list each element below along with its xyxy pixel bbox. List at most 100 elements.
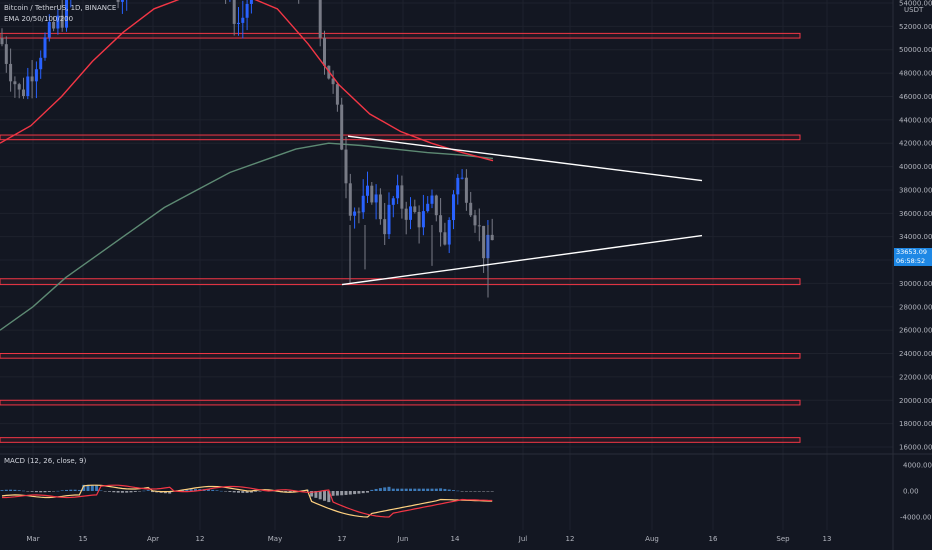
macd-histogram-bar — [22, 490, 25, 492]
currency-label: USDT — [904, 6, 924, 14]
candle-body — [396, 185, 400, 199]
price-axis[interactable]: 54000.00 52000.00 50000.00 48000.00 46000.00… — [899, 0, 932, 452]
macd-histogram-bar — [353, 491, 357, 495]
macd-histogram-bar — [219, 490, 223, 492]
macd-histogram-bar — [4, 489, 8, 491]
candle-body — [56, 15, 60, 29]
macd-histogram-bar — [400, 488, 404, 491]
price-tick-label: 34000.00 — [899, 233, 932, 241]
candle-body — [353, 211, 357, 216]
macd-histogram-bar — [310, 491, 314, 497]
macd-histogram-bar — [129, 491, 133, 493]
price-tick-label: 46000.00 — [899, 93, 932, 101]
candle-body — [22, 89, 25, 97]
candle-body — [469, 202, 473, 216]
candle-body — [340, 104, 344, 150]
candle-body — [417, 211, 421, 228]
candle-body — [404, 208, 408, 220]
price-tick-label: 22000.00 — [899, 373, 932, 381]
candle-body — [370, 185, 374, 203]
time-tick-label: Aug — [645, 535, 659, 543]
macd-histogram-bar — [194, 489, 197, 491]
candle-body — [344, 149, 348, 184]
macd-histogram-bar — [323, 491, 326, 501]
candle-body — [361, 195, 365, 213]
time-tick-label: Jun — [397, 535, 409, 543]
candle-body — [34, 69, 38, 82]
macd-histogram-bar — [486, 491, 490, 492]
macd-histogram-bar — [335, 491, 339, 496]
candle-body — [430, 195, 434, 204]
candle-body — [47, 21, 51, 38]
candle-body — [439, 215, 443, 233]
macd-histogram-bar — [77, 489, 81, 491]
candle-body — [237, 22, 240, 24]
candle-body — [4, 44, 8, 64]
price-tick-label: 42000.00 — [899, 140, 932, 148]
macd-histogram-bar — [361, 491, 365, 494]
macd-histogram-bar — [82, 484, 86, 491]
indicator-label[interactable]: EMA 20/50/100/200 — [4, 15, 74, 23]
macd-histogram-bar — [112, 491, 116, 493]
macd-axis[interactable]: 4000.00 0.00 -4000.00 — [900, 462, 932, 522]
macd-histogram-bar — [206, 489, 210, 491]
macd-histogram-bar — [464, 491, 468, 492]
macd-histogram-bar — [95, 485, 99, 491]
macd-histogram-bar — [391, 488, 395, 491]
macd-histogram-bar — [366, 491, 369, 493]
macd-histogram-bar — [482, 491, 486, 492]
time-axis[interactable]: Mar 15 Apr 12 May 17 Jun 14 Jul 12 Aug 16 Sep 13 — [26, 535, 831, 543]
macd-histogram-bar — [146, 490, 150, 491]
candle-body — [426, 203, 430, 212]
time-tick-label: 17 — [338, 535, 347, 543]
candle-body — [477, 225, 481, 227]
price-tick-label: 50000.00 — [899, 46, 932, 54]
macd-histogram-bar — [34, 491, 38, 493]
macd-histogram-bar — [224, 491, 228, 492]
time-tick-label: 15 — [79, 535, 88, 543]
macd-histogram-bar — [65, 489, 68, 491]
macd-histogram-bar — [421, 488, 425, 491]
price-zone — [0, 399, 801, 406]
candle-body — [249, 0, 253, 4]
price-zone — [0, 437, 801, 443]
signal-line — [2, 484, 493, 518]
macd-histogram-bar — [327, 491, 331, 503]
macd-histogram-bar — [254, 491, 258, 492]
macd-histogram-bar — [452, 490, 455, 491]
price-tick-label: 20000.00 — [899, 397, 932, 405]
time-tick-label: 14 — [451, 535, 460, 543]
ema-200-line — [0, 142, 494, 331]
time-tick-label: May — [268, 535, 282, 543]
macd-histogram-bar — [232, 491, 236, 493]
macd-histogram-bar — [86, 484, 90, 491]
candle-body — [421, 211, 425, 228]
candle-body — [52, 21, 56, 29]
price-tick-label: 28000.00 — [899, 303, 932, 311]
candle-body — [400, 185, 404, 209]
macd-histogram-bar — [189, 489, 193, 491]
macd-histogram-bar — [237, 491, 240, 493]
macd-histogram-bar — [43, 491, 47, 493]
macd-histogram-bar — [344, 491, 348, 495]
candle-body — [434, 195, 438, 216]
macd-histogram-bar — [249, 491, 253, 493]
macd-label[interactable]: MACD (12, 26, close, 9) — [4, 457, 87, 465]
macd-histogram-bar — [331, 491, 335, 496]
price-tick-label: 52000.00 — [899, 23, 932, 31]
price-tick-label: 26000.00 — [899, 327, 932, 335]
candle-body — [366, 185, 369, 196]
symbol-title[interactable]: Bitcoin / TetherUS, 1D, BINANCE — [4, 4, 117, 12]
price-tick-label: 18000.00 — [899, 420, 932, 428]
macd-tick-4000: 4000.00 — [903, 462, 932, 470]
macd-histogram-bar — [142, 490, 146, 492]
candle-body — [323, 37, 326, 66]
macd-histogram-bar — [258, 491, 262, 492]
macd-histogram-bar — [413, 488, 417, 491]
macd-histogram-bar — [52, 491, 56, 492]
macd-histogram-bar — [477, 491, 481, 492]
macd-histogram-bar — [396, 488, 400, 491]
candle-body — [30, 76, 34, 82]
candle-body — [9, 63, 13, 82]
